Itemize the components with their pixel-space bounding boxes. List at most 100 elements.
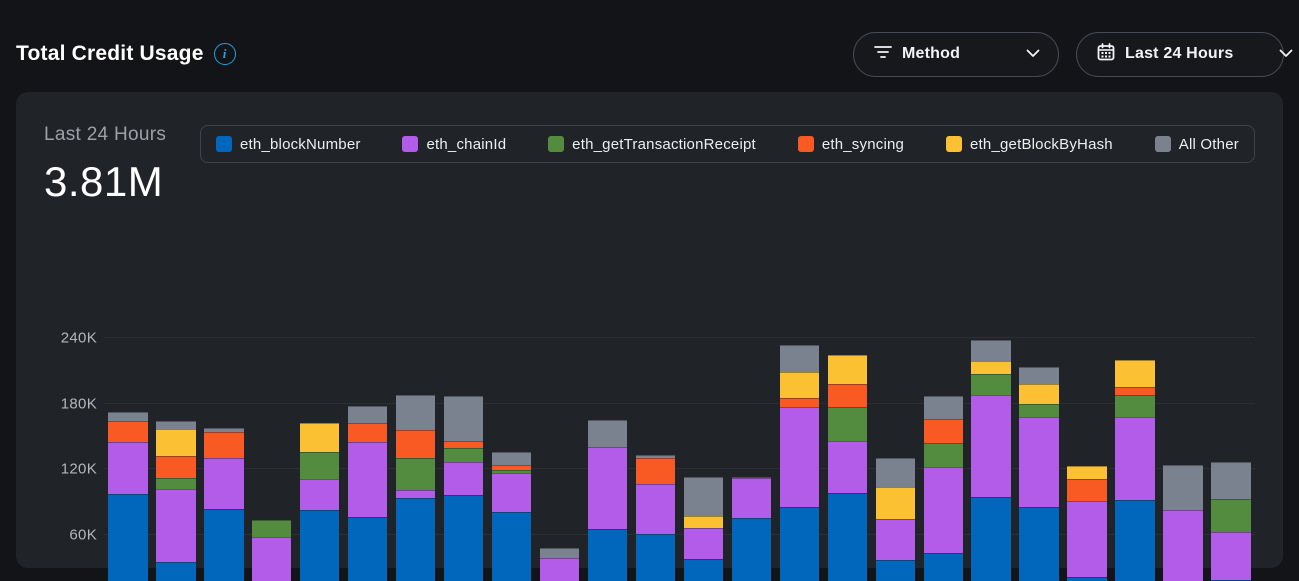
bar-segment[interactable] [923, 419, 963, 443]
bar-segment[interactable] [875, 458, 915, 487]
bar-segment[interactable] [1019, 417, 1059, 507]
bar-segment[interactable] [156, 456, 196, 478]
bar-segment[interactable] [1019, 384, 1059, 404]
bar-segment[interactable] [683, 516, 724, 528]
bar-segment[interactable] [827, 384, 867, 407]
bar-segment[interactable] [875, 487, 915, 519]
bar-segment[interactable] [587, 529, 628, 581]
bar-segment[interactable] [443, 462, 484, 495]
bar-segment[interactable] [827, 355, 867, 384]
stacked-bar[interactable] [204, 428, 244, 581]
bar-segment[interactable] [348, 406, 388, 423]
bar-segment[interactable] [1211, 532, 1251, 580]
bar-segment[interactable] [396, 458, 436, 490]
bar-segment[interactable] [348, 423, 388, 442]
bar-segment[interactable] [971, 497, 1011, 581]
bar-segment[interactable] [491, 512, 532, 581]
bar-segment[interactable] [443, 495, 484, 581]
bar-segment[interactable] [108, 442, 148, 494]
legend-item[interactable]: eth_getBlockByHash [946, 136, 1113, 153]
legend-item[interactable]: eth_getTransactionReceipt [548, 136, 756, 153]
bar-segment[interactable] [683, 528, 724, 559]
bar-segment[interactable] [539, 548, 580, 558]
bar-segment[interactable] [300, 479, 340, 510]
bar-segment[interactable] [731, 478, 772, 518]
stacked-bar[interactable] [1211, 462, 1251, 581]
stacked-bar[interactable] [348, 406, 388, 581]
bar-segment[interactable] [491, 465, 532, 470]
bar-segment[interactable] [923, 553, 963, 581]
bar-segment[interactable] [1067, 501, 1107, 577]
bar-segment[interactable] [1115, 417, 1155, 500]
bar-segment[interactable] [971, 340, 1011, 361]
bar-segment[interactable] [491, 473, 532, 512]
bar-segment[interactable] [635, 458, 676, 484]
bar-segment[interactable] [300, 423, 340, 452]
bar-segment[interactable] [1163, 465, 1203, 510]
stacked-bar[interactable] [683, 477, 724, 581]
stacked-bar[interactable] [731, 477, 772, 581]
bar-segment[interactable] [587, 420, 628, 447]
stacked-bar[interactable] [156, 421, 196, 581]
bar-segment[interactable] [779, 507, 819, 581]
info-icon[interactable]: i [213, 43, 236, 65]
bar-segment[interactable] [1115, 500, 1155, 581]
bar-segment[interactable] [396, 395, 436, 430]
bar-segment[interactable] [1115, 387, 1155, 395]
stacked-bar[interactable] [252, 520, 292, 581]
stacked-bar[interactable] [539, 548, 580, 581]
bar-segment[interactable] [348, 442, 388, 517]
bar-segment[interactable] [396, 498, 436, 581]
bar-segment[interactable] [731, 477, 772, 478]
bar-segment[interactable] [539, 558, 580, 581]
stacked-bar[interactable] [635, 455, 676, 581]
bar-segment[interactable] [1211, 462, 1251, 499]
bar-segment[interactable] [971, 374, 1011, 395]
stacked-bar[interactable] [971, 340, 1011, 581]
bar-segment[interactable] [156, 429, 196, 456]
bar-segment[interactable] [1067, 577, 1107, 581]
bar-segment[interactable] [204, 428, 244, 432]
bar-segment[interactable] [635, 484, 676, 534]
bar-segment[interactable] [443, 448, 484, 462]
bar-segment[interactable] [923, 443, 963, 467]
bar-segment[interactable] [491, 470, 532, 473]
bar-segment[interactable] [204, 509, 244, 581]
stacked-bar[interactable] [779, 345, 819, 581]
bar-segment[interactable] [827, 493, 867, 581]
stacked-bar[interactable] [108, 412, 148, 581]
bar-segment[interactable] [1019, 404, 1059, 417]
bar-segment[interactable] [156, 478, 196, 489]
bar-segment[interactable] [443, 441, 484, 448]
stacked-bar[interactable] [875, 458, 915, 581]
legend-item[interactable]: All Other [1154, 136, 1239, 153]
time-range-dropdown[interactable]: Last 24 Hours [1076, 31, 1293, 77]
bar-segment[interactable] [300, 452, 340, 479]
bar-segment[interactable] [779, 398, 819, 407]
legend-item[interactable]: eth_syncing [797, 136, 904, 153]
bar-segment[interactable] [1067, 466, 1107, 479]
bar-segment[interactable] [1019, 507, 1059, 581]
bar-segment[interactable] [348, 517, 388, 581]
bar-segment[interactable] [683, 559, 724, 581]
bar-segment[interactable] [1067, 479, 1107, 501]
bar-segment[interactable] [731, 518, 772, 581]
bar-segment[interactable] [971, 361, 1011, 374]
stacked-bar[interactable] [396, 395, 436, 581]
stacked-bar[interactable] [827, 355, 867, 581]
stacked-bar[interactable] [1067, 466, 1107, 581]
bar-segment[interactable] [779, 345, 819, 372]
bar-segment[interactable] [491, 452, 532, 465]
bar-segment[interactable] [971, 395, 1011, 497]
bar-segment[interactable] [1115, 395, 1155, 417]
bar-segment[interactable] [779, 407, 819, 507]
bar-segment[interactable] [827, 407, 867, 441]
bar-segment[interactable] [156, 562, 196, 581]
stacked-bar[interactable] [587, 420, 628, 581]
bar-segment[interactable] [108, 494, 148, 581]
stacked-bar[interactable] [491, 452, 532, 581]
bar-segment[interactable] [300, 510, 340, 581]
bar-segment[interactable] [204, 458, 244, 509]
bar-segment[interactable] [396, 490, 436, 498]
legend-item[interactable]: eth_blockNumber [216, 136, 361, 153]
